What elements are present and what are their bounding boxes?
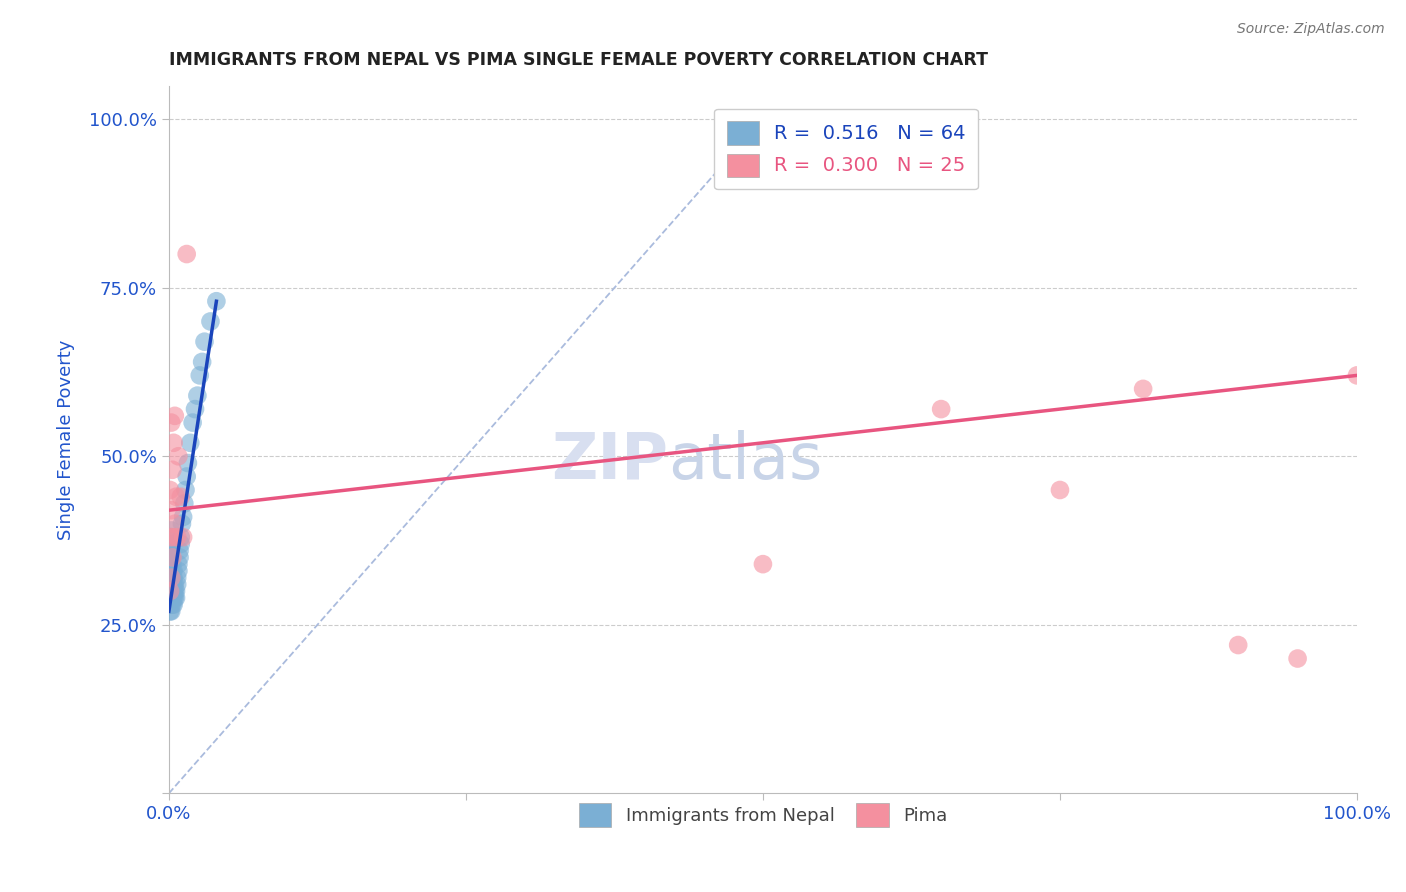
Point xyxy=(160,577,183,591)
Point xyxy=(1346,368,1368,383)
Point xyxy=(1227,638,1250,652)
Point xyxy=(162,577,184,591)
Point xyxy=(162,591,184,605)
Point xyxy=(173,496,195,510)
Point xyxy=(929,402,952,417)
Point xyxy=(159,577,181,591)
Point xyxy=(160,591,183,605)
Point xyxy=(160,571,183,585)
Point xyxy=(162,584,184,599)
Point xyxy=(159,530,181,544)
Point xyxy=(159,584,181,599)
Point xyxy=(181,416,204,430)
Point xyxy=(159,571,181,585)
Point xyxy=(162,564,184,578)
Point xyxy=(159,483,181,497)
Point xyxy=(186,389,208,403)
Point xyxy=(162,557,184,571)
Point xyxy=(159,550,181,565)
Point xyxy=(160,564,183,578)
Legend: Immigrants from Nepal, Pima: Immigrants from Nepal, Pima xyxy=(571,797,955,834)
Point xyxy=(160,584,183,599)
Point xyxy=(163,591,186,605)
Point xyxy=(159,557,181,571)
Text: IMMIGRANTS FROM NEPAL VS PIMA SINGLE FEMALE POVERTY CORRELATION CHART: IMMIGRANTS FROM NEPAL VS PIMA SINGLE FEM… xyxy=(169,51,988,69)
Point xyxy=(160,550,183,565)
Point xyxy=(170,516,193,531)
Point xyxy=(162,463,184,477)
Point xyxy=(160,543,183,558)
Point xyxy=(160,598,183,612)
Point xyxy=(160,524,183,538)
Point xyxy=(752,557,775,571)
Point xyxy=(159,564,181,578)
Point xyxy=(162,591,184,605)
Point xyxy=(188,368,211,383)
Point xyxy=(160,537,183,551)
Text: atlas: atlas xyxy=(668,430,823,491)
Point xyxy=(169,550,191,565)
Point xyxy=(205,294,228,309)
Text: Source: ZipAtlas.com: Source: ZipAtlas.com xyxy=(1237,22,1385,37)
Point xyxy=(162,435,184,450)
Point xyxy=(160,530,183,544)
Point xyxy=(162,598,184,612)
Point xyxy=(167,557,190,571)
Point xyxy=(176,469,198,483)
Point xyxy=(166,571,188,585)
Point xyxy=(200,314,222,328)
Point xyxy=(177,456,200,470)
Point xyxy=(162,598,184,612)
Point xyxy=(193,334,215,349)
Point xyxy=(176,247,198,261)
Point xyxy=(159,530,181,544)
Point xyxy=(162,584,184,599)
Point xyxy=(160,604,183,618)
Point xyxy=(167,450,190,464)
Point xyxy=(162,530,184,544)
Point xyxy=(170,530,193,544)
Point xyxy=(167,564,190,578)
Point xyxy=(162,564,184,578)
Point xyxy=(163,577,186,591)
Point xyxy=(191,355,214,369)
Point xyxy=(159,604,181,618)
Point xyxy=(170,490,193,504)
Point xyxy=(159,584,181,599)
Point xyxy=(166,530,188,544)
Point xyxy=(172,530,194,544)
Point xyxy=(165,584,187,599)
Point xyxy=(165,591,187,605)
Point xyxy=(162,577,184,591)
Point xyxy=(1286,651,1309,665)
Point xyxy=(159,543,181,558)
Point xyxy=(160,557,183,571)
Point xyxy=(170,537,193,551)
Point xyxy=(162,550,184,565)
Text: ZIP: ZIP xyxy=(551,430,668,491)
Y-axis label: Single Female Poverty: Single Female Poverty xyxy=(58,339,75,540)
Point xyxy=(1049,483,1071,497)
Point xyxy=(172,510,194,524)
Point xyxy=(174,483,197,497)
Point xyxy=(162,571,184,585)
Point xyxy=(166,577,188,591)
Point xyxy=(169,543,191,558)
Point xyxy=(160,503,183,517)
Point xyxy=(159,537,181,551)
Point xyxy=(160,416,183,430)
Point xyxy=(179,435,201,450)
Point xyxy=(160,571,183,585)
Point xyxy=(165,490,187,504)
Point xyxy=(184,402,207,417)
Point xyxy=(163,516,186,531)
Point xyxy=(163,409,186,423)
Point xyxy=(163,584,186,599)
Point xyxy=(162,571,184,585)
Point xyxy=(1132,382,1154,396)
